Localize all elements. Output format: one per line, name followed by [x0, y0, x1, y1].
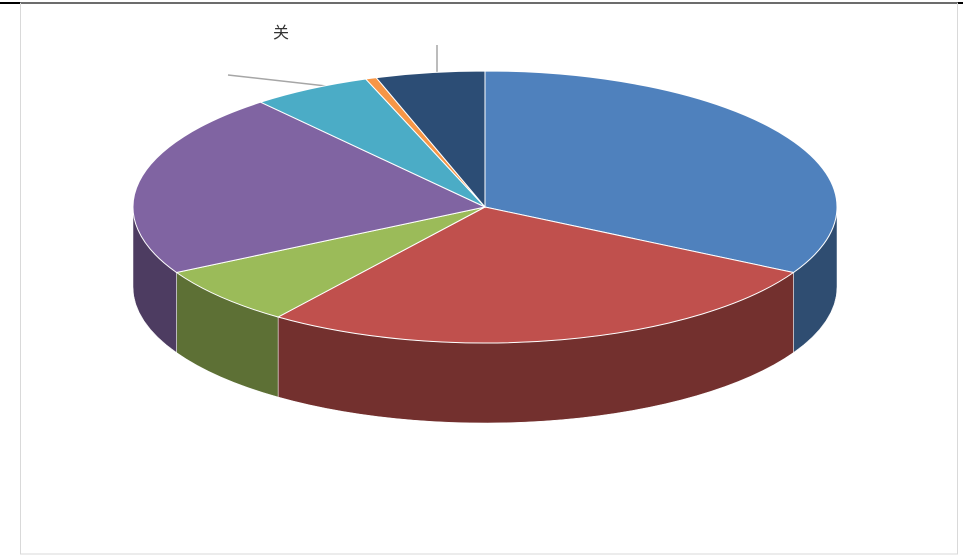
slice	[276, 206, 795, 344]
slice	[484, 70, 838, 274]
slice	[375, 70, 486, 209]
slice	[132, 101, 487, 274]
chart-frame	[20, 2, 958, 555]
data-label: 关	[273, 23, 289, 42]
slice	[175, 206, 486, 318]
leader-line	[227, 74, 336, 88]
pie	[132, 70, 838, 424]
